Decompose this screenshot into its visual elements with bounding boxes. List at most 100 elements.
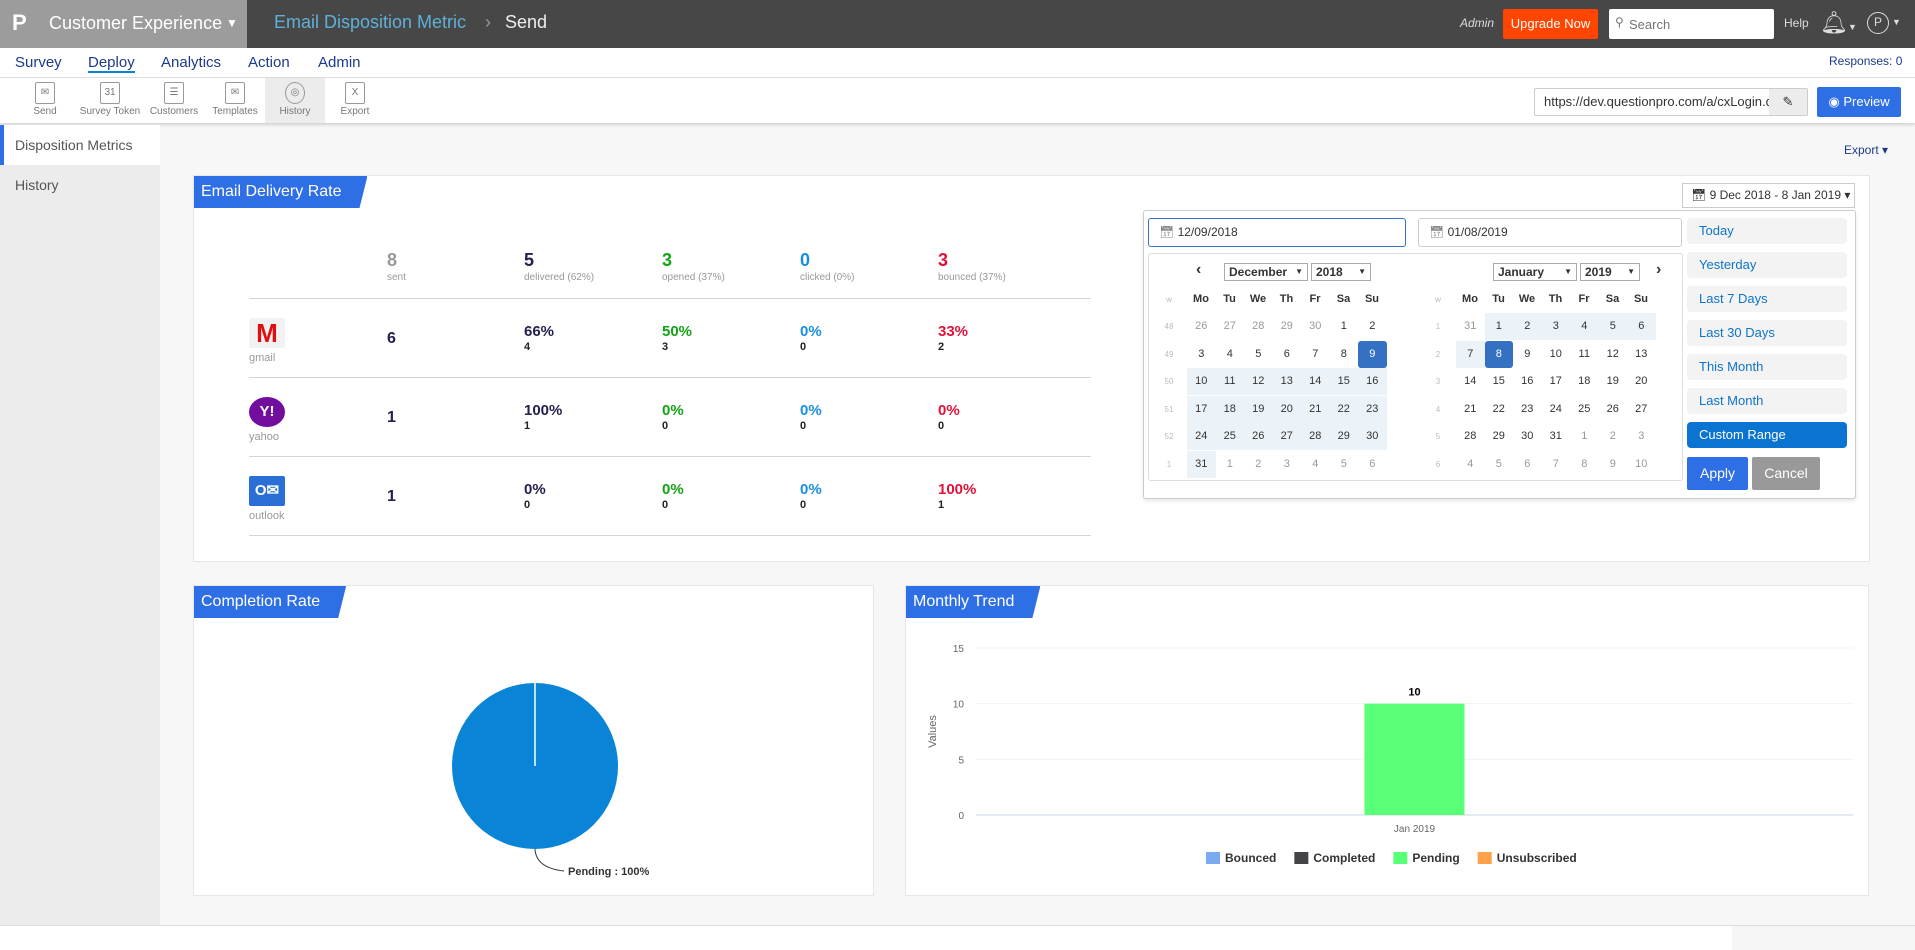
calendar-day[interactable]: 5 [1598, 313, 1627, 340]
calendar-day[interactable]: 23 [1358, 395, 1387, 423]
calendar-day[interactable]: 10 [1635, 457, 1648, 470]
calendar-day[interactable]: 4 [1312, 457, 1319, 470]
calendar-day[interactable]: 18 [1578, 375, 1591, 387]
calendar-day[interactable]: 23 [1521, 402, 1534, 415]
calendar-day[interactable]: 26 [1244, 423, 1273, 450]
range-option[interactable]: Yesterday [1687, 252, 1847, 278]
calendar-day[interactable]: 8 [1581, 457, 1588, 470]
calendar-day[interactable]: 19 [1244, 395, 1273, 423]
calendar-day[interactable]: 26 [1195, 320, 1208, 332]
calendar-day[interactable]: 27 [1223, 320, 1236, 332]
product-switcher[interactable]: P Customer Experience ▼ [0, 0, 247, 48]
bar-pending[interactable] [1364, 703, 1465, 815]
range-option[interactable]: Today [1687, 218, 1847, 244]
calendar-day[interactable]: 13 [1272, 368, 1301, 395]
bell-icon[interactable]: 🔔︎▼ [1820, 10, 1857, 35]
sidebar-item-history[interactable]: History [15, 177, 59, 193]
calendar-day[interactable]: 24 [1549, 402, 1562, 415]
caret-down-icon[interactable]: ▼ [1892, 17, 1901, 27]
legend-item[interactable]: Completed [1313, 851, 1375, 865]
calendar-day[interactable]: 22 [1492, 402, 1505, 415]
avatar[interactable]: P [1867, 12, 1889, 34]
left-month-select[interactable]: December ▼ [1224, 263, 1308, 281]
calendar-day[interactable]: 20 [1272, 395, 1301, 423]
tool-survey-token[interactable]: 31 Survey Token [79, 78, 141, 123]
calendar-day[interactable]: 31 [1464, 320, 1477, 332]
calendar-day[interactable]: 12 [1244, 368, 1273, 395]
calendar-day[interactable]: 15 [1492, 375, 1505, 387]
calendar-day[interactable]: 5 [1255, 347, 1262, 360]
legend-item[interactable]: Bounced [1225, 851, 1276, 865]
range-option[interactable]: Last 30 Days [1687, 320, 1847, 346]
end-date-input[interactable]: 📅︎ 01/08/2019 [1418, 218, 1682, 247]
calendar-day[interactable]: 5 [1495, 457, 1502, 470]
calendar-day[interactable]: 20 [1635, 375, 1648, 387]
calendar-day[interactable]: 16 [1521, 375, 1534, 387]
calendar-day[interactable]: 5 [1340, 457, 1347, 470]
calendar-day[interactable]: 27 [1635, 402, 1648, 415]
nav-deploy[interactable]: Deploy [88, 54, 135, 73]
calendar-day[interactable]: 14 [1301, 368, 1330, 395]
survey-url-field[interactable]: https://dev.questionpro.com/a/cxLogin.d … [1534, 88, 1808, 116]
calendar-day[interactable]: 3 [1638, 430, 1645, 442]
nav-action[interactable]: Action [248, 54, 290, 71]
left-year-select[interactable]: 2018 ▼ [1311, 263, 1371, 281]
calendar-day[interactable]: 29 [1492, 430, 1505, 442]
calendar-day[interactable]: 3 [1541, 313, 1570, 340]
calendar-day[interactable]: 9 [1609, 457, 1616, 470]
calendar-day[interactable]: 28 [1252, 320, 1265, 332]
calendar-day[interactable]: 12 [1606, 347, 1619, 360]
calendar-day[interactable]: 6 [1524, 457, 1531, 470]
start-date-input[interactable]: 📅︎ 12/09/2018 [1148, 218, 1406, 247]
calendar-day[interactable]: 9 [1524, 347, 1531, 360]
calendar-day[interactable]: 17 [1549, 375, 1562, 387]
preview-button[interactable]: ◉ Preview [1817, 87, 1901, 117]
tool-customers[interactable]: ☰ Customers [144, 78, 204, 123]
calendar-day[interactable]: 15 [1329, 368, 1358, 395]
responses-count[interactable]: Responses: 0 [1829, 54, 1903, 68]
upgrade-button[interactable]: Upgrade Now [1503, 9, 1598, 39]
calendar-day[interactable]: 8 [1340, 347, 1347, 360]
calendar-day[interactable]: 13 [1635, 347, 1648, 360]
calendar-day[interactable]: 7 [1552, 457, 1559, 470]
calendar-day[interactable]: 24 [1187, 423, 1216, 450]
nav-admin[interactable]: Admin [318, 54, 361, 71]
calendar-day[interactable]: 31 [1187, 450, 1216, 478]
calendar-day[interactable]: 30 [1309, 320, 1322, 332]
range-option[interactable]: Custom Range [1687, 422, 1847, 448]
calendar-day[interactable]: 29 [1329, 423, 1358, 450]
calendar-day[interactable]: 16 [1358, 368, 1387, 395]
calendar-day[interactable]: 10 [1549, 347, 1562, 360]
range-option[interactable]: This Month [1687, 354, 1847, 380]
calendar-day[interactable]: 19 [1606, 375, 1619, 387]
tool-history[interactable]: ◎ History [265, 78, 325, 123]
calendar-day[interactable]: 28 [1464, 430, 1477, 442]
calendar-day[interactable]: 7 [1312, 347, 1319, 360]
calendar-day[interactable]: 21 [1464, 402, 1477, 415]
calendar-day[interactable]: 6 [1627, 313, 1656, 340]
calendar-day[interactable]: 11 [1578, 347, 1590, 360]
breadcrumb-link[interactable]: Email Disposition Metric [274, 12, 467, 32]
calendar-day[interactable]: 11 [1215, 368, 1244, 395]
calendar-day[interactable]: 26 [1606, 402, 1619, 415]
tool-templates[interactable]: ✉ Templates [205, 78, 265, 123]
right-month-select[interactable]: January ▼ [1493, 263, 1577, 281]
pencil-icon[interactable]: ✎ [1769, 89, 1807, 115]
sidebar-item-disposition-metrics[interactable]: Disposition Metrics [0, 125, 160, 165]
cancel-button[interactable]: Cancel [1752, 457, 1820, 490]
right-year-select[interactable]: 2019 ▼ [1580, 263, 1640, 281]
calendar-day[interactable]: 29 [1280, 320, 1293, 332]
legend-item[interactable]: Pending [1412, 851, 1459, 865]
calendar-day[interactable]: 4 [1570, 313, 1599, 340]
help-link[interactable]: Help [1784, 16, 1809, 30]
calendar-day[interactable]: 21 [1301, 395, 1330, 423]
calendar-day[interactable]: 2 [1513, 313, 1542, 340]
prev-month-icon[interactable]: ‹ [1196, 261, 1202, 278]
calendar-day[interactable]: 22 [1329, 395, 1358, 423]
search-box[interactable]: ⚲ [1609, 9, 1774, 39]
export-dropdown[interactable]: Export ▾ [1844, 143, 1889, 157]
calendar-day[interactable]: 25 [1215, 423, 1244, 450]
calendar-day[interactable]: 1 [1340, 320, 1347, 332]
nav-survey[interactable]: Survey [15, 54, 62, 71]
calendar-day[interactable]: 2 [1255, 457, 1262, 470]
